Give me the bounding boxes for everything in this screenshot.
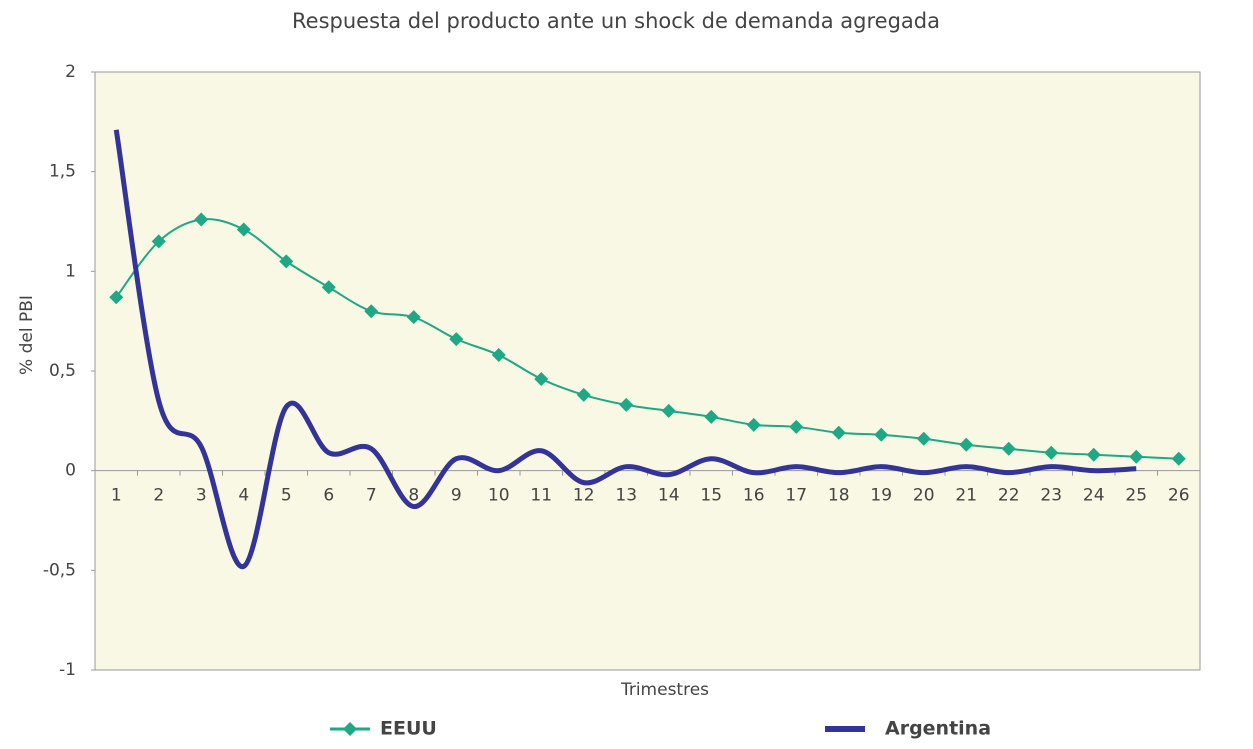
series-line (113, 129, 1137, 569)
point-marker (321, 280, 336, 295)
point-marker (406, 310, 421, 325)
point-marker (449, 332, 464, 347)
x-tick-label: 4 (238, 486, 249, 506)
x-tick-label: 11 (530, 486, 552, 506)
y-tick-label: 0,5 (49, 361, 76, 381)
point-marker (576, 387, 591, 402)
point-marker (619, 397, 634, 412)
point-marker (364, 304, 379, 319)
y-tick-label: 2 (65, 62, 76, 82)
y-tick-label: -0,5 (43, 560, 76, 580)
point-marker (661, 403, 676, 418)
x-tick-label: 16 (743, 486, 765, 506)
legend-label: EEUU (380, 718, 437, 740)
x-tick-label: 3 (196, 486, 207, 506)
point-marker (1001, 441, 1016, 456)
x-tick-label: 7 (366, 486, 377, 506)
x-tick-label: 1 (111, 486, 122, 506)
point-marker (1171, 451, 1186, 466)
y-tick-label: 1,5 (49, 162, 76, 182)
x-tick-label: 26 (1168, 486, 1190, 506)
x-tick-label: 22 (998, 486, 1020, 506)
x-axis-label: Trimestres (620, 680, 709, 700)
plot-area (94, 71, 1201, 671)
x-tick-label: 2 (153, 486, 164, 506)
point-marker (194, 212, 209, 227)
x-tick-label: 23 (1040, 486, 1062, 506)
point-marker (1086, 447, 1101, 462)
legend-label: Argentina (885, 718, 991, 740)
x-tick-label: 18 (828, 486, 850, 506)
point-marker (831, 425, 846, 440)
x-tick-label: 5 (281, 486, 292, 506)
point-marker (959, 437, 974, 452)
x-tick-label: 25 (1125, 486, 1147, 506)
y-tick-label: -1 (59, 660, 76, 680)
point-marker (704, 409, 719, 424)
x-tick-label: 24 (1083, 486, 1105, 506)
y-tick-label: 0 (65, 461, 76, 481)
point-marker (746, 417, 761, 432)
x-tick-label: 17 (785, 486, 807, 506)
point-marker (491, 348, 506, 363)
x-tick-label: 15 (700, 486, 722, 506)
point-marker (1129, 449, 1144, 464)
legend-marker (343, 722, 357, 736)
point-marker (151, 234, 166, 249)
x-tick-label: 19 (870, 486, 892, 506)
y-axis-label: % del PBI (17, 295, 37, 375)
x-tick-label: 6 (323, 486, 334, 506)
point-marker (534, 371, 549, 386)
point-marker (789, 419, 804, 434)
x-tick-label: 10 (488, 486, 510, 506)
point-marker (1044, 445, 1059, 460)
point-marker (279, 254, 294, 269)
point-marker (916, 431, 931, 446)
x-tick-label: 20 (913, 486, 935, 506)
x-tick-label: 21 (955, 486, 977, 506)
x-tick-label: 13 (615, 486, 637, 506)
x-tick-label: 12 (573, 486, 595, 506)
point-marker (874, 427, 889, 442)
y-tick-label: 1 (65, 261, 76, 281)
x-tick-label: 14 (658, 486, 680, 506)
x-tick-label: 8 (408, 486, 419, 506)
point-marker (109, 290, 124, 305)
x-tick-label: 9 (451, 486, 462, 506)
chart-title: Respuesta del producto ante un shock de … (292, 9, 940, 33)
point-marker (236, 222, 251, 237)
